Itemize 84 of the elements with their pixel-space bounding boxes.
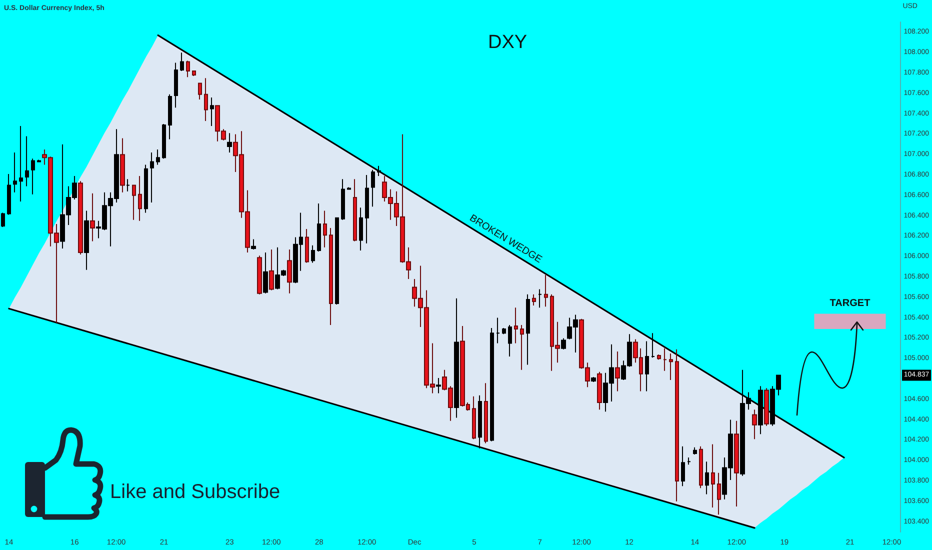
candlestick — [347, 186, 351, 190]
candlestick — [13, 152, 17, 193]
candlestick — [227, 132, 232, 154]
candlestick — [1, 212, 5, 228]
candlestick — [663, 348, 667, 372]
candlestick — [198, 82, 202, 100]
candlestick — [162, 124, 166, 160]
candlestick — [687, 457, 691, 466]
band-label: TARGET — [830, 298, 870, 310]
candlestick — [758, 386, 763, 435]
candlestick — [19, 126, 23, 202]
candlestick — [484, 382, 488, 444]
candlestick — [186, 60, 190, 78]
candlestick — [174, 62, 178, 108]
candlestick — [478, 394, 482, 449]
candlestick — [693, 446, 697, 455]
candlestick — [31, 158, 35, 195]
candlestick — [591, 376, 596, 383]
candlestick — [192, 70, 196, 77]
candlestick — [263, 252, 268, 294]
candlestick — [78, 180, 83, 256]
candlestick — [538, 288, 542, 308]
candlestick — [597, 371, 602, 410]
candlestick — [532, 294, 536, 306]
candlestick — [335, 217, 339, 306]
candlestick — [329, 228, 333, 326]
candlestick — [323, 210, 327, 248]
candlestick — [359, 207, 363, 251]
candlestick — [645, 340, 649, 392]
candlestick — [317, 203, 321, 252]
candlestick — [371, 169, 375, 208]
candlestick — [472, 396, 476, 440]
candlestick — [561, 338, 566, 350]
candlestick — [365, 174, 369, 244]
candlestick — [84, 210, 89, 270]
candlestick — [734, 420, 739, 507]
candlestick — [25, 136, 29, 187]
candlestick — [717, 472, 721, 516]
candlestick — [126, 178, 130, 192]
candlestick — [711, 444, 715, 508]
candlestick — [341, 178, 345, 220]
candlestick — [269, 248, 274, 291]
candlestick — [90, 192, 95, 242]
annotation: Like and Subscribe — [110, 481, 280, 503]
candlestick — [204, 78, 208, 122]
candlestick — [669, 353, 673, 381]
candlestick — [311, 244, 315, 264]
candlestick — [496, 317, 500, 344]
candlestick — [37, 159, 41, 162]
candlestick — [7, 173, 11, 216]
candlestick — [615, 350, 620, 392]
candlestick — [526, 294, 530, 366]
candlestick — [144, 164, 148, 214]
candlestick — [132, 184, 136, 220]
candlestick — [120, 138, 125, 193]
candlestick — [490, 328, 494, 442]
candlestick — [520, 324, 524, 370]
candlestick — [210, 96, 214, 127]
candlestick — [508, 324, 512, 358]
candlestick — [752, 409, 757, 440]
candlestick — [251, 238, 256, 250]
candlestick — [514, 307, 518, 344]
candlestick — [544, 274, 548, 308]
candlestick — [287, 248, 292, 294]
candlestick — [168, 94, 172, 140]
candlestick — [681, 446, 685, 487]
candlestick — [436, 377, 441, 394]
candlestick — [705, 461, 709, 495]
candlestick — [353, 178, 357, 242]
candlestick — [180, 52, 184, 72]
candlestick — [377, 165, 381, 177]
candlestick — [699, 446, 703, 489]
candlestick — [764, 388, 769, 426]
candlestick — [305, 228, 309, 264]
candlestick — [138, 176, 142, 222]
candlestick — [150, 152, 154, 204]
candlestick — [454, 298, 459, 418]
candlestick — [156, 149, 160, 166]
candlestick — [257, 255, 262, 295]
candlestick — [675, 348, 679, 502]
candlestick — [651, 332, 655, 358]
candlestick — [657, 354, 661, 360]
text: DXY — [488, 32, 528, 53]
candlestick — [502, 328, 506, 335]
